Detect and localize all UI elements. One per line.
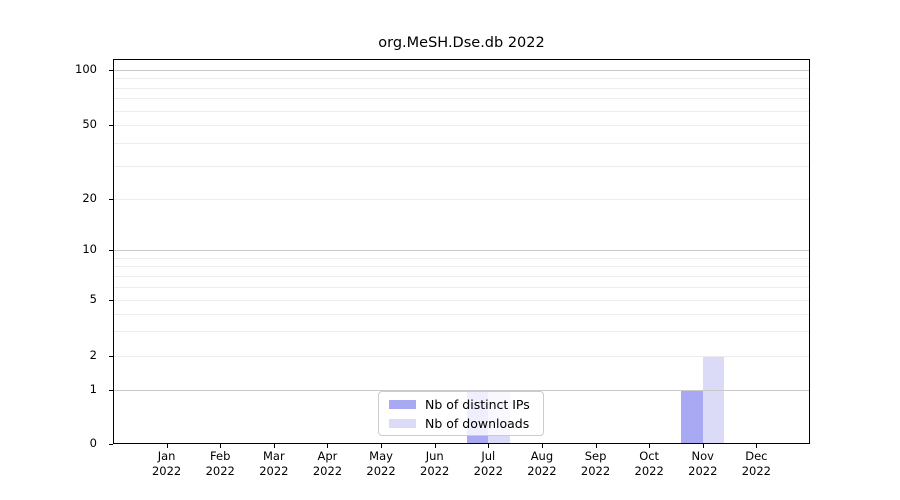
x-tick-label-dec: Dec 2022	[741, 449, 772, 478]
x-tick-mark-mar	[273, 444, 275, 448]
y-tick-mark-2	[109, 356, 113, 357]
legend-row-downloads: Nb of downloads	[386, 414, 536, 433]
x-tick-label-jul: Jul 2022	[473, 449, 503, 478]
y-tick-label-100: 100	[75, 62, 97, 76]
legend: Nb of distinct IPs Nb of downloads	[378, 391, 544, 436]
x-tick-label-aug: Aug 2022	[527, 449, 557, 478]
legend-row-distinct-ips: Nb of distinct IPs	[386, 395, 536, 414]
chart-title: org.MeSH.Dse.db 2022	[378, 35, 545, 51]
x-tick-label-jan: Jan 2022	[151, 449, 182, 478]
downloads-swatch-icon	[389, 418, 416, 428]
x-tick-label-nov: Nov 2022	[688, 449, 718, 478]
x-tick-mark-sep	[595, 444, 597, 448]
x-tick-mark-feb	[220, 444, 222, 448]
gridline-y40	[114, 143, 809, 145]
gridline-y2	[114, 356, 809, 357]
x-tick-mark-nov	[702, 444, 704, 448]
y-tick-label-1: 1	[89, 382, 97, 396]
x-tick-mark-jun	[434, 444, 436, 448]
x-tick-mark-jan	[166, 444, 168, 448]
x-tick-label-jun: Jun 2022	[420, 449, 450, 478]
y-tick-mark-1	[109, 390, 113, 391]
gridline-y7	[114, 275, 809, 277]
legend-label-distinct-ips: Nb of distinct IPs	[425, 396, 530, 412]
gridline-y5	[114, 300, 809, 301]
x-tick-label-may: May 2022	[366, 449, 396, 478]
y-tick-mark-0	[109, 444, 113, 445]
y-tick-label-50: 50	[82, 117, 97, 131]
x-tick-mark-aug	[541, 444, 543, 448]
y-tick-label-10: 10	[82, 242, 97, 256]
gridline-y10	[114, 250, 809, 251]
gridline-y70	[114, 98, 809, 100]
x-tick-label-sep: Sep 2022	[580, 449, 611, 478]
gridline-y4	[114, 313, 809, 315]
gridline-y8	[114, 266, 809, 268]
y-tick-label-20: 20	[82, 191, 97, 205]
gridline-y3	[114, 331, 809, 333]
gridline-y60	[114, 110, 809, 112]
gridline-y1	[114, 390, 809, 391]
x-tick-mark-apr	[327, 444, 329, 448]
gridline-y9	[114, 257, 809, 259]
x-tick-label-oct: Oct 2022	[634, 449, 664, 478]
y-tick-mark-5	[109, 300, 113, 301]
gridline-y30	[114, 166, 809, 168]
y-tick-mark-20	[109, 199, 113, 200]
x-tick-mark-oct	[649, 444, 651, 448]
x-tick-label-feb: Feb 2022	[205, 449, 235, 478]
x-tick-mark-dec	[756, 444, 758, 448]
gridline-y100	[114, 70, 809, 71]
gridline-y6	[114, 286, 809, 288]
x-tick-mark-may	[381, 444, 383, 448]
y-tick-mark-100	[109, 70, 113, 71]
y-tick-mark-50	[109, 125, 113, 126]
gridline-y50	[114, 125, 809, 126]
x-tick-mark-jul	[488, 444, 490, 448]
bar-distinct-ips-nov	[681, 390, 703, 443]
y-tick-label-2: 2	[89, 348, 97, 362]
plot-area	[113, 59, 810, 444]
y-tick-mark-10	[109, 250, 113, 251]
gridline-y90	[114, 78, 809, 80]
distinct-ips-swatch-icon	[389, 399, 416, 409]
y-tick-label-5: 5	[89, 292, 97, 306]
y-tick-label-0: 0	[89, 436, 97, 450]
bar-downloads-nov	[702, 356, 725, 443]
x-tick-label-mar: Mar 2022	[259, 449, 289, 478]
legend-label-downloads: Nb of downloads	[425, 415, 530, 431]
x-tick-label-apr: Apr 2022	[312, 449, 343, 478]
gridline-y20	[114, 199, 809, 200]
gridline-y80	[114, 87, 809, 89]
